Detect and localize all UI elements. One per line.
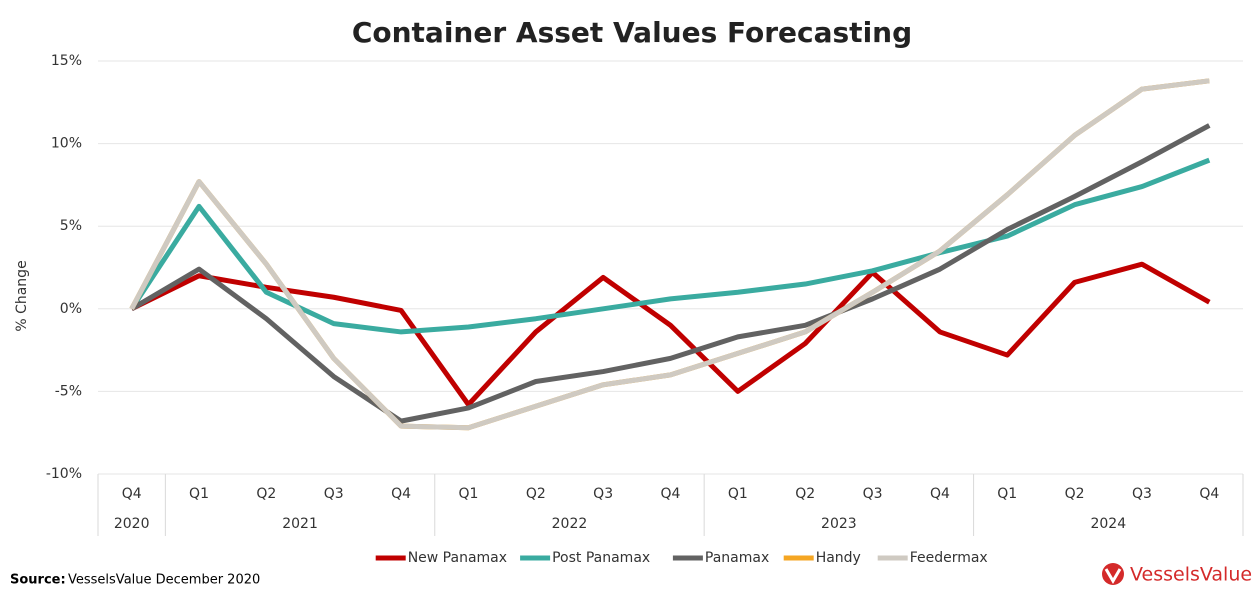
x-tick-label: Q4: [391, 486, 411, 502]
y-tick-label: 0%: [60, 301, 82, 317]
legend-label: Post Panamax: [552, 550, 650, 566]
x-tick-label: Q3: [324, 486, 344, 502]
series-line: [129, 157, 1211, 335]
y-tick-label: 15%: [51, 53, 82, 69]
legend-label: New Panamax: [408, 550, 507, 566]
legend-label: Feedermax: [910, 550, 988, 566]
source: VesselsValue December 2020: [68, 573, 260, 588]
x-tick-label: Q4: [122, 486, 142, 502]
logo: VesselsValue: [1102, 563, 1252, 586]
chart-title: Container Asset Values Forecasting: [352, 16, 912, 49]
x-tick-label: Q2: [795, 486, 815, 502]
x-tick-label: Q1: [189, 486, 209, 502]
series-line: [130, 261, 1211, 408]
series-line: [130, 123, 1211, 424]
logo-icon: [1102, 563, 1124, 585]
x-tick-label: Q1: [728, 486, 748, 502]
y-tick-label: -10%: [46, 466, 82, 482]
logo-mark: [1104, 568, 1122, 584]
x-tick-label: Q2: [526, 486, 546, 502]
logo-text: VesselsValue: [1130, 564, 1252, 586]
x-tick-label: Q3: [593, 486, 613, 502]
x-tick-label: Q4: [930, 486, 950, 502]
source-label: Source:: [10, 573, 66, 588]
x-group-label: 2022: [552, 516, 588, 532]
x-tick-label: Q1: [458, 486, 478, 502]
x-group-label: 2024: [1090, 516, 1126, 532]
x-tick-label: Q3: [863, 486, 883, 502]
x-group-label: 2020: [114, 516, 150, 532]
x-tick-label: Q2: [256, 486, 276, 502]
y-tick-label: 10%: [51, 136, 82, 152]
legend-label: Panamax: [705, 550, 769, 566]
x-tick-label: Q2: [1065, 486, 1085, 502]
series-line: [129, 78, 1210, 431]
x-tick-label: Q4: [1199, 486, 1219, 502]
x-group-label: 2023: [821, 516, 857, 532]
x-tick-label: Q4: [661, 486, 681, 502]
x-tick-label: Q1: [997, 486, 1017, 502]
y-tick-label: 5%: [60, 218, 82, 234]
y-axis-label: % Change: [14, 260, 30, 331]
x-group-label: 2021: [282, 516, 318, 532]
y-tick-label: -5%: [55, 383, 82, 399]
legend-label: Handy: [816, 550, 861, 566]
x-tick-label: Q3: [1132, 486, 1152, 502]
